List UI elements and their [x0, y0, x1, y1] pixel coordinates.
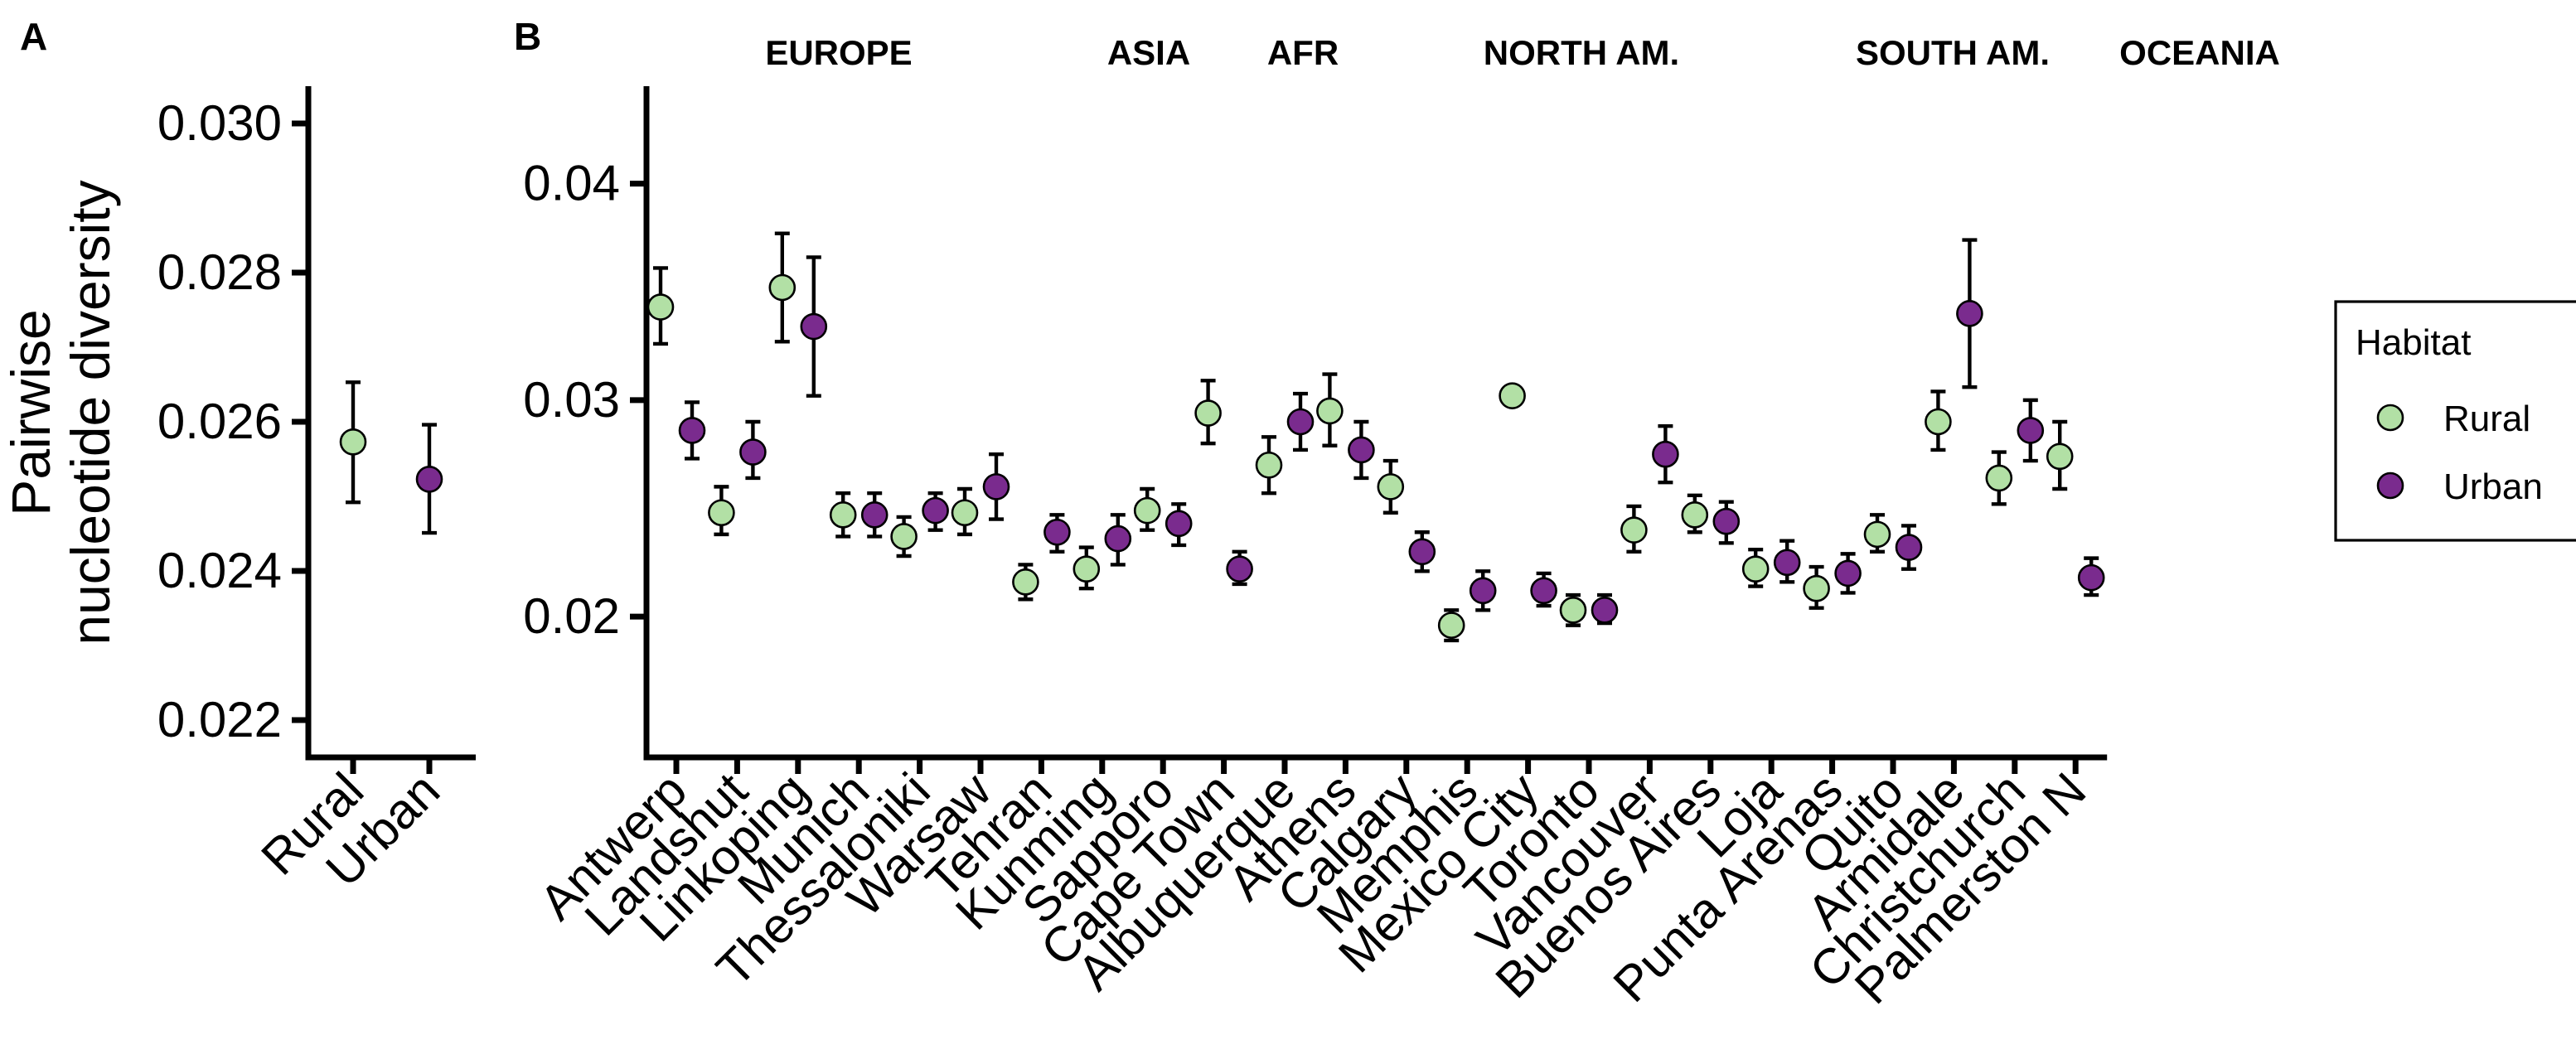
panel-a-y-tick-label: 0.026: [157, 394, 282, 449]
panel-a-rural-point: [339, 428, 367, 456]
panel-b-y-tick-label: 0.03: [523, 372, 620, 428]
panel-b-toronto-urban-point: [1591, 597, 1619, 624]
panel-b-quito-urban-point: [1895, 534, 1923, 561]
panel-b-sapporo-urban-point: [1165, 510, 1193, 538]
panel-b-calgary-rural-point: [1377, 473, 1405, 500]
legend-box: [2334, 300, 2576, 542]
panel-b-antwerp-rural-point: [646, 293, 675, 321]
panel-b-loja-urban-point: [1773, 549, 1801, 577]
panel-b-region-header: EUROPE: [765, 33, 912, 72]
panel-b-albuquerque-urban-point: [1286, 408, 1315, 436]
panel-b-vancouver-urban-point: [1652, 440, 1679, 468]
panel-b-thessaloniki-urban-point: [922, 496, 949, 525]
panel-a-label: A: [20, 15, 47, 58]
panel-b-warsaw-urban-point: [982, 473, 1010, 500]
panel-b-palmerston-n-urban-point: [2077, 563, 2105, 592]
panel-b-linkoping-urban-point: [800, 312, 828, 341]
legend-rural-marker: [2376, 404, 2404, 432]
panel-b-christchurch-rural-point: [1985, 464, 2013, 492]
panel-b-buenos-aires-urban-point: [1712, 507, 1741, 535]
panel-b-mexico-city-urban-point: [1530, 577, 1557, 605]
panel-b-y-tick-label: 0.02: [523, 588, 620, 644]
panel-a-y-axis-label-line: Pairwise: [0, 309, 61, 515]
panel-b-christchurch-urban-point: [2017, 417, 2045, 444]
panel-a-y-tick-label: 0.028: [157, 244, 282, 300]
panel-b-vancouver-rural-point: [1620, 516, 1648, 544]
panel-b-punta-arenas-rural-point: [1803, 574, 1830, 602]
panel-b-kunming-rural-point: [1073, 555, 1101, 583]
panel-b-munich-urban-point: [860, 501, 889, 529]
panel-b-antwerp-urban-point: [678, 417, 706, 444]
panel-a-chart: 0.022 0.024 0.026 0.028 0.030 Pairwisenucleot…: [0, 86, 476, 897]
panel-b-tehran-urban-point: [1043, 518, 1071, 546]
panel-b-tehran-rural-point: [1012, 568, 1039, 596]
panel-b-label: B: [514, 15, 541, 58]
panel-b-toronto-rural-point: [1559, 597, 1587, 624]
panel-b-sapporo-rural-point: [1133, 496, 1161, 525]
panel-a-y-axis-label-line: nucleotide diversity: [60, 180, 121, 645]
panel-b-loja-rural-point: [1741, 555, 1770, 583]
panel-b-albuquerque-rural-point: [1255, 451, 1283, 479]
panel-a-y-tick-label: 0.024: [157, 543, 282, 598]
panel-b-linkoping-rural-point: [768, 273, 797, 302]
panel-a-urban-point: [415, 465, 443, 493]
panel-b-cape-town-rural-point: [1194, 399, 1222, 427]
panel-b-landshut-rural-point: [708, 499, 735, 527]
panel-b-mexico-city-rural-point: [1499, 382, 1526, 409]
panel-b-buenos-aires-rural-point: [1681, 501, 1709, 529]
legend-title: Habitat: [2356, 322, 2471, 363]
panel-b-region-header: OCEANIA: [2119, 33, 2280, 72]
panel-b-quito-rural-point: [1863, 520, 1891, 549]
panel-b-kunming-urban-point: [1104, 525, 1132, 553]
legend-rural-label: Rural: [2443, 399, 2530, 439]
panel-b-thessaloniki-rural-point: [890, 523, 918, 550]
panel-b-landshut-urban-point: [739, 438, 767, 466]
panel-b-calgary-urban-point: [1408, 538, 1436, 566]
panel-b-munich-rural-point: [829, 501, 857, 529]
panel-b-region-header: ASIA: [1107, 33, 1190, 72]
panel-b-memphis-urban-point: [1469, 577, 1497, 605]
panel-b-armidale-rural-point: [1925, 408, 1952, 436]
panel-b-warsaw-rural-point: [951, 499, 979, 527]
panel-b-memphis-rural-point: [1437, 612, 1465, 639]
panel-a-y-tick-label: 0.030: [157, 95, 282, 151]
panel-b-region-header: NORTH AM.: [1484, 33, 1679, 72]
legend-urban-marker: [2376, 471, 2404, 500]
panel-b-chart: 0.020.030.04EUROPEAntwerpLandshutLinkopi…: [523, 33, 2280, 1014]
panel-b-cape-town-urban-point: [1226, 555, 1253, 583]
panel-b-region-header: AFR: [1267, 33, 1339, 72]
panel-b-y-tick-label: 0.04: [523, 156, 620, 211]
panel-b-punta-arenas-urban-point: [1834, 559, 1862, 588]
panel-b-armidale-urban-point: [1956, 300, 1983, 327]
panel-b-region-header: SOUTH AM.: [1856, 33, 2050, 72]
legend: Habitat Rural Urban: [2334, 300, 2576, 542]
panel-b-athens-rural-point: [1316, 397, 1344, 425]
legend-urban-label: Urban: [2443, 467, 2543, 507]
panel-b-athens-urban-point: [1348, 436, 1375, 464]
panel-b-palmerston-n-rural-point: [2046, 442, 2074, 471]
panel-a-y-tick-label: 0.022: [157, 692, 282, 747]
